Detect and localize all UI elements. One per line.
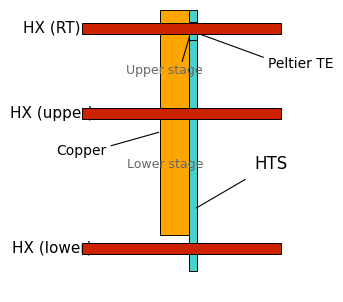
Text: HTS: HTS: [255, 156, 288, 173]
Bar: [160, 10, 190, 235]
Bar: [82, 23, 281, 34]
Bar: [82, 243, 281, 254]
Bar: [189, 10, 197, 271]
Text: Copper: Copper: [57, 144, 107, 158]
Text: HX (upper): HX (upper): [10, 106, 94, 121]
Text: HX (lower): HX (lower): [12, 241, 92, 256]
Text: Peltier TE: Peltier TE: [268, 57, 334, 71]
Text: Lower stage: Lower stage: [127, 158, 203, 171]
Bar: [82, 108, 281, 119]
Text: Upper stage: Upper stage: [127, 64, 203, 77]
Text: HX (RT): HX (RT): [23, 21, 81, 36]
Bar: [189, 22, 197, 40]
